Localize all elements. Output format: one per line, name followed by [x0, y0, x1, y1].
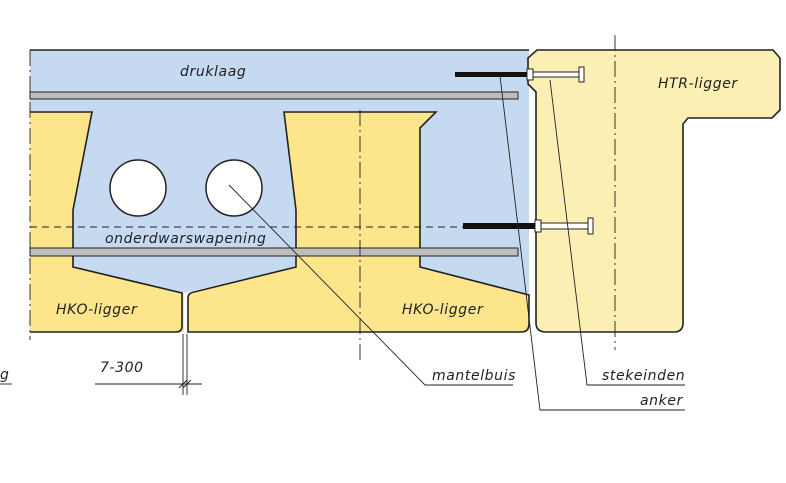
- leader-stekeinden: [549, 79, 685, 386]
- label-druklaag: druklaag: [180, 64, 246, 80]
- anchor-head-bottom: [534, 219, 542, 233]
- label-htr-ligger: HTR-ligger: [658, 76, 738, 92]
- leader-anker: [499, 75, 685, 411]
- hko-ligger-right: [188, 112, 529, 332]
- label-anker: anker: [640, 393, 684, 409]
- dim-tick-right: [182, 379, 192, 389]
- mantelbuis-right: [205, 159, 263, 217]
- label-stekeinden: stekeinden: [602, 368, 685, 384]
- label-onderdwarswapening: onderdwarswapening: [105, 231, 267, 247]
- top-rebar: [29, 91, 519, 100]
- anchor-bar-top: [455, 72, 527, 77]
- anchor-head-top: [526, 68, 534, 81]
- label-mantelbuis: mantelbuis: [432, 368, 516, 384]
- mantelbuis-left: [109, 159, 167, 217]
- leader-mantelbuis: [228, 184, 513, 386]
- stekeinde-head-bottom: [587, 217, 594, 235]
- hko-ligger-left: [30, 112, 184, 332]
- label-hko-ligger-left: HKO-ligger: [56, 302, 138, 318]
- label-cutoff-left: g: [0, 367, 10, 383]
- label-dimension: 7-300: [100, 360, 144, 376]
- stekeinde-head-top: [578, 66, 585, 83]
- htr-ligger: [527, 49, 781, 333]
- dim-tick-left: [178, 379, 188, 389]
- druklaag-region: [30, 50, 529, 295]
- stekeinde-top: [532, 71, 580, 78]
- stekeinde-bottom: [540, 222, 589, 230]
- label-hko-ligger-right: HKO-ligger: [402, 302, 484, 318]
- bottom-rebar: [29, 247, 519, 257]
- anchor-bar-bottom: [463, 223, 535, 229]
- hko-ligger-right-outline: [187, 111, 530, 333]
